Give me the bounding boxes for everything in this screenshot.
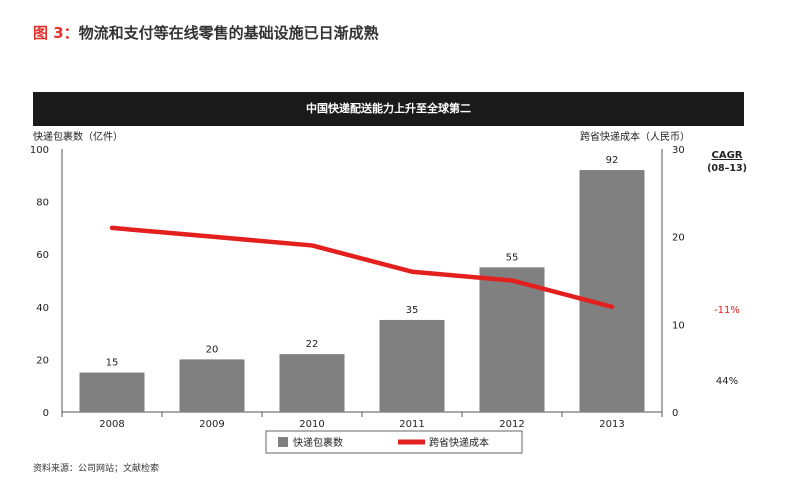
bar xyxy=(279,354,345,412)
bar-data-label: 20 xyxy=(206,344,219,355)
bar-data-label: 92 xyxy=(606,155,619,166)
bar-data-label: 22 xyxy=(306,339,319,350)
bars-group xyxy=(79,170,645,412)
legend-bar-label: 快递包裹数 xyxy=(293,436,343,449)
y-tick-label: 20 xyxy=(36,355,49,366)
cagr-parcels-value: 44% xyxy=(716,376,738,387)
y-tick-label: 40 xyxy=(36,303,49,314)
cagr-cost-value: -11% xyxy=(714,305,740,316)
x-tick-label: 2009 xyxy=(199,419,224,430)
bar-data-label: 55 xyxy=(506,252,519,263)
y2-axis-title: 跨省快递成本（人民币） xyxy=(580,130,690,143)
y-tick-label: 60 xyxy=(36,250,49,261)
line-group xyxy=(109,225,615,310)
y-tick-label: 0 xyxy=(43,408,49,419)
y-tick-label: 100 xyxy=(30,145,49,156)
bar xyxy=(579,170,645,412)
figure-label: 图 3： xyxy=(33,24,79,42)
cagr-period: (08–13) xyxy=(707,163,747,174)
legend-group: 快递包裹数 跨省快递成本 xyxy=(265,430,523,454)
bar-data-label: 15 xyxy=(106,358,119,369)
legend-box xyxy=(265,430,523,454)
figure-title-text: 物流和支付等在线零售的基础设施已日渐成熟 xyxy=(78,24,379,42)
bar xyxy=(179,359,245,412)
x-tick-label: 2012 xyxy=(499,419,524,430)
labels-group: 15 20 22 35 55 92 CAGR (08–13) -11% 44% xyxy=(106,150,747,387)
y-tick-label: 80 xyxy=(36,198,49,209)
axes-group: 快递包裹数（亿件） 跨省快递成本（人民币） 0 20 40 60 80 100 0 10 20 30 2… xyxy=(30,130,690,430)
cost-line xyxy=(109,225,615,310)
x-tick-label: 2008 xyxy=(99,419,124,430)
chart-title-banner: 中国快递配送能力上升至全球第二 xyxy=(33,92,744,126)
bar xyxy=(79,372,145,412)
bar-data-label: 35 xyxy=(406,305,419,316)
figure-title: 图 3：物流和支付等在线零售的基础设施已日渐成熟 xyxy=(33,22,379,43)
cagr-header: CAGR xyxy=(712,150,743,161)
bar xyxy=(479,267,545,412)
y2-tick-label: 20 xyxy=(672,233,685,244)
x-tick-label: 2010 xyxy=(299,419,324,430)
bar xyxy=(379,319,445,412)
legend-line-label: 跨省快递成本 xyxy=(429,436,489,449)
y2-tick-label: 30 xyxy=(672,145,685,156)
source-note: 资料来源：公司网站；文献检索 xyxy=(33,464,160,474)
y2-tick-label: 10 xyxy=(672,320,685,331)
x-tick-label: 2011 xyxy=(399,419,424,430)
y-axis-title: 快递包裹数（亿件） xyxy=(33,130,123,143)
x-tick-label: 2013 xyxy=(599,419,624,430)
y2-tick-label: 0 xyxy=(672,408,678,419)
legend-bar-swatch xyxy=(278,437,288,447)
